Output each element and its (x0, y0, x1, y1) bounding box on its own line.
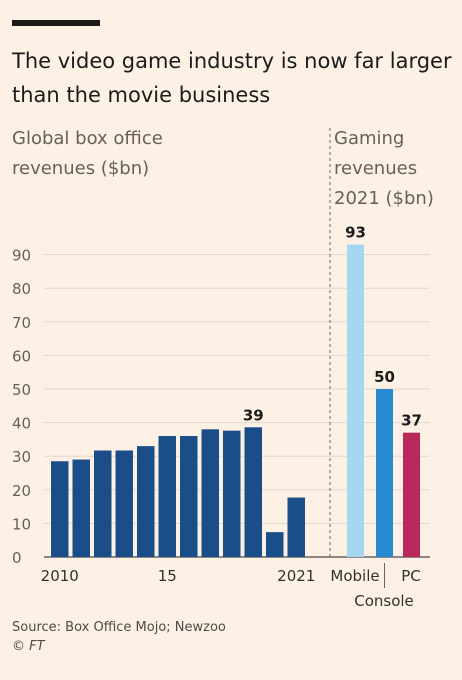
top-accent-bar (12, 20, 100, 26)
chart-svg: 0 10 20 30 40 50 60 70 80 90 2010 15 39 2021 93 50 37 Mob… (12, 128, 430, 610)
y-tick-label: 80 (12, 280, 31, 298)
box-office-bar (180, 436, 198, 557)
x-tick-label: 2021 (277, 567, 315, 585)
copyright-symbol: © (12, 639, 25, 654)
box-office-bar (115, 450, 133, 557)
x-tick-label: 2010 (41, 567, 79, 585)
bar-value-label: 39 (243, 406, 264, 424)
bar-value-label: 93 (345, 224, 366, 242)
bar-value-label: 50 (374, 368, 395, 386)
y-tick-label: 30 (12, 448, 31, 466)
box-office-bar (51, 461, 69, 557)
y-tick-label: 40 (12, 415, 31, 433)
box-office-bar (287, 497, 305, 557)
ft-brand: FT (29, 639, 45, 654)
gaming-subtitle: Gaming revenues 2021 ($bn) (334, 128, 434, 209)
box-office-bar (94, 450, 112, 557)
box-office-bar (158, 436, 176, 557)
box-office-bar (223, 430, 241, 557)
x-tick-label: 15 (158, 567, 177, 585)
box-office-subtitle: Global box office revenues ($bn) (12, 128, 163, 179)
category-label-console: Console (354, 592, 414, 610)
category-label-mobile: Mobile (330, 567, 379, 585)
gaming-bar (376, 389, 393, 557)
y-tick-label: 0 (12, 549, 22, 567)
y-tick-label: 10 (12, 515, 31, 533)
y-tick-label: 20 (12, 482, 31, 500)
box-office-bar (266, 532, 284, 557)
box-office-bar (201, 429, 219, 557)
copyright-note: © FT (12, 637, 45, 656)
bar-value-label: 37 (401, 412, 422, 430)
source-note: Source: Box Office Mojo; Newzoo (12, 620, 226, 635)
box-office-bar (72, 459, 90, 557)
y-tick-label: 90 (12, 247, 31, 265)
box-office-bar (244, 427, 262, 557)
gaming-bar (403, 432, 420, 557)
y-tick-label: 70 (12, 314, 31, 332)
chart-title: The video game industry is now far large… (12, 49, 452, 107)
category-label-pc: PC (401, 567, 421, 585)
y-tick-label: 50 (12, 381, 31, 399)
gaming-bar (347, 244, 364, 557)
y-tick-label: 60 (12, 347, 31, 365)
box-office-bar (137, 446, 155, 557)
